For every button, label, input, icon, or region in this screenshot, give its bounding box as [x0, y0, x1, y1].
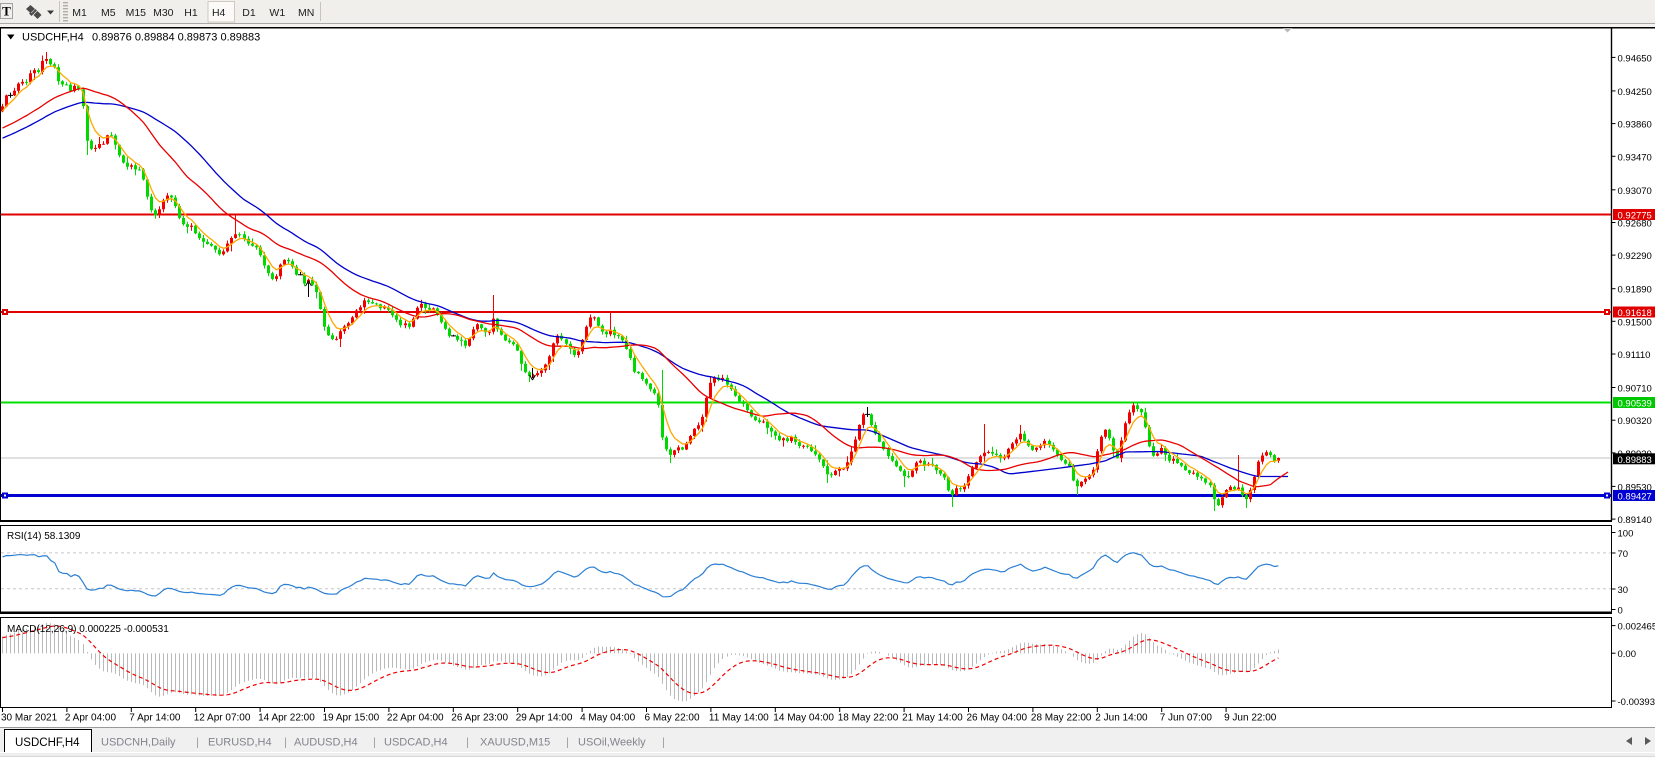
- svg-text:0.93470: 0.93470: [1618, 152, 1652, 163]
- svg-text:14 Apr 22:00: 14 Apr 22:00: [258, 713, 315, 724]
- svg-text:USOil,Weekly: USOil,Weekly: [578, 737, 646, 749]
- svg-text:AUDUSD,H4: AUDUSD,H4: [294, 737, 358, 749]
- svg-text:0.92775: 0.92775: [1618, 211, 1652, 222]
- svg-text:0.94650: 0.94650: [1618, 53, 1652, 64]
- svg-text:2 Apr 04:00: 2 Apr 04:00: [65, 713, 117, 724]
- svg-text:0.90539: 0.90539: [1618, 399, 1652, 410]
- svg-text:M1: M1: [72, 7, 87, 19]
- svg-text:H1: H1: [184, 7, 198, 19]
- svg-text:11 May 14:00: 11 May 14:00: [709, 713, 769, 724]
- svg-text:0.89883: 0.89883: [1618, 455, 1652, 466]
- svg-text:MN: MN: [298, 7, 314, 19]
- svg-text:T: T: [2, 4, 11, 19]
- svg-text:26 Apr 23:00: 26 Apr 23:00: [451, 713, 508, 724]
- svg-text:18 May 22:00: 18 May 22:00: [838, 713, 899, 724]
- svg-text:0.89530: 0.89530: [1618, 482, 1652, 493]
- svg-text:0.90710: 0.90710: [1618, 384, 1652, 395]
- svg-text:0.89140: 0.89140: [1618, 515, 1652, 526]
- svg-text:0.89876 0.89884 0.89873 0.8988: 0.89876 0.89884 0.89873 0.89883: [92, 32, 260, 44]
- svg-text:7 Jun 07:00: 7 Jun 07:00: [1160, 713, 1213, 724]
- svg-text:|: |: [373, 737, 376, 749]
- svg-text:0.91890: 0.91890: [1618, 285, 1652, 296]
- svg-text:0.93860: 0.93860: [1618, 120, 1652, 131]
- svg-text:M30: M30: [153, 7, 174, 19]
- svg-text:22 Apr 04:00: 22 Apr 04:00: [387, 713, 444, 724]
- svg-text:0.92290: 0.92290: [1618, 251, 1652, 262]
- svg-text:-0.003939: -0.003939: [1618, 697, 1655, 708]
- svg-text:30 Mar 2021: 30 Mar 2021: [1, 713, 58, 724]
- svg-text:0.00: 0.00: [1618, 649, 1637, 660]
- svg-text:7 Apr 14:00: 7 Apr 14:00: [129, 713, 181, 724]
- svg-text:0.90320: 0.90320: [1618, 416, 1652, 427]
- svg-text:6 May 22:00: 6 May 22:00: [645, 713, 700, 724]
- svg-text:0.89427: 0.89427: [1618, 492, 1652, 503]
- svg-text:D1: D1: [242, 7, 256, 19]
- svg-text:14 May 04:00: 14 May 04:00: [773, 713, 834, 724]
- svg-text:4 May 04:00: 4 May 04:00: [580, 713, 635, 724]
- svg-text:19 Apr 15:00: 19 Apr 15:00: [323, 713, 380, 724]
- svg-text:30: 30: [1618, 585, 1629, 596]
- svg-text:|: |: [466, 737, 469, 749]
- svg-text:USDCHF,H4: USDCHF,H4: [22, 32, 84, 44]
- svg-text:0.94250: 0.94250: [1618, 87, 1652, 98]
- svg-text:M5: M5: [101, 7, 116, 19]
- svg-text:W1: W1: [269, 7, 285, 19]
- svg-text:H4: H4: [212, 7, 226, 19]
- svg-text:0.91110: 0.91110: [1618, 350, 1651, 361]
- svg-text:2 Jun 14:00: 2 Jun 14:00: [1095, 713, 1148, 724]
- svg-text:0.91500: 0.91500: [1618, 317, 1652, 328]
- svg-text:0.002465: 0.002465: [1618, 622, 1655, 633]
- svg-text:|: |: [566, 737, 569, 749]
- svg-text:USDCHF,H4: USDCHF,H4: [15, 737, 80, 749]
- svg-text:26 May 04:00: 26 May 04:00: [967, 713, 1028, 724]
- svg-text:21 May 14:00: 21 May 14:00: [902, 713, 963, 724]
- svg-text:USDCNH,Daily: USDCNH,Daily: [101, 737, 176, 749]
- svg-text:100: 100: [1618, 529, 1634, 540]
- svg-text:28 May 22:00: 28 May 22:00: [1031, 713, 1092, 724]
- svg-text:0.92680: 0.92680: [1618, 219, 1652, 230]
- svg-text:USDCAD,H4: USDCAD,H4: [384, 737, 448, 749]
- svg-text:0.93070: 0.93070: [1618, 186, 1652, 197]
- svg-text:|: |: [662, 737, 665, 749]
- svg-text:XAUUSD,M15: XAUUSD,M15: [480, 737, 550, 749]
- svg-text:|: |: [284, 737, 287, 749]
- svg-text:9 Jun 22:00: 9 Jun 22:00: [1224, 713, 1277, 724]
- svg-text:EURUSD,H4: EURUSD,H4: [208, 737, 272, 749]
- svg-text:29 Apr 14:00: 29 Apr 14:00: [516, 713, 573, 724]
- svg-text:M15: M15: [126, 7, 147, 19]
- svg-text:|: |: [196, 737, 199, 749]
- svg-text:70: 70: [1618, 549, 1629, 560]
- svg-text:0: 0: [1618, 606, 1623, 617]
- svg-text:RSI(14) 58.1309: RSI(14) 58.1309: [7, 531, 81, 542]
- svg-text:12 Apr 07:00: 12 Apr 07:00: [194, 713, 251, 724]
- svg-text:MACD(12,26,9) 0.000225 -0.0005: MACD(12,26,9) 0.000225 -0.000531: [7, 624, 169, 635]
- svg-text:0.91618: 0.91618: [1618, 308, 1652, 319]
